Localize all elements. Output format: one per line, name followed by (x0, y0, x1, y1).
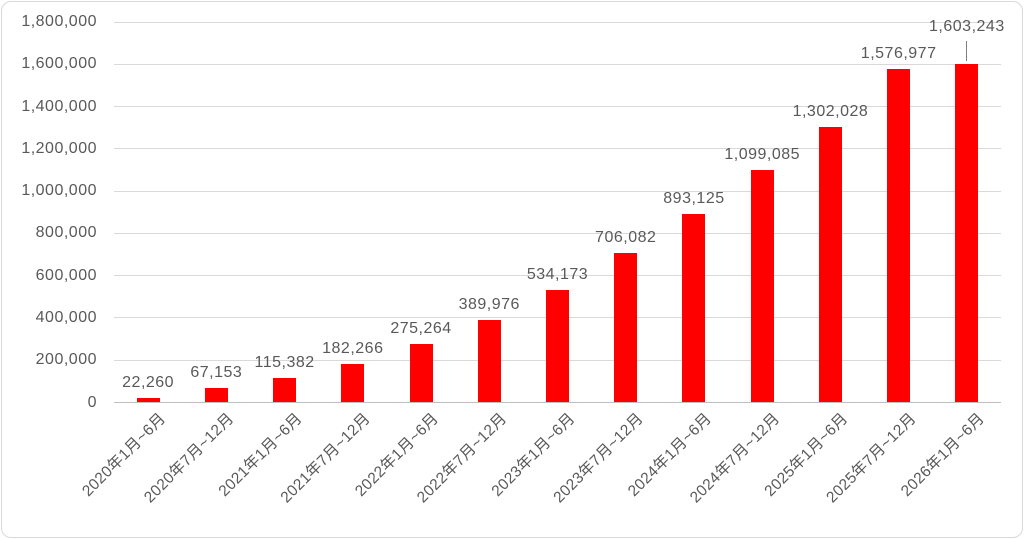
bar-value-label: 1,576,977 (860, 45, 937, 63)
bar-value-label: 67,153 (190, 364, 243, 382)
y-tick-label: 0 (87, 393, 97, 411)
bar (546, 289, 569, 403)
y-tick-label: 1,600,000 (21, 55, 97, 73)
gridline (114, 21, 1001, 23)
x-tick-label: 2020年1月~6月 (79, 410, 170, 501)
bar-value-label: 1,302,028 (792, 103, 869, 121)
bar (204, 388, 228, 403)
bar-value-label: 893,125 (663, 189, 725, 207)
y-tick-label: 200,000 (35, 351, 97, 369)
bar-value-label: 1,603,243 (929, 18, 1005, 35)
bar-value-label: 389,976 (458, 296, 520, 314)
label-leader-line (966, 41, 968, 61)
gridline (114, 63, 1001, 65)
y-tick-label: 600,000 (35, 266, 97, 284)
gridline (114, 106, 1001, 108)
x-axis-line (114, 402, 1001, 403)
bar (409, 344, 433, 403)
bar-value-label: 115,382 (254, 354, 315, 372)
bar (614, 253, 638, 403)
bar (750, 170, 774, 403)
bar (273, 378, 297, 403)
bar (887, 69, 911, 403)
y-tick-label: 1,400,000 (21, 97, 97, 115)
gridline (114, 190, 1001, 192)
gridline (114, 232, 1001, 234)
bar-value-label: 182,266 (322, 339, 384, 357)
bar-value-label: 534,173 (526, 265, 589, 283)
y-tick-label: 1,200,000 (21, 139, 97, 157)
bar (341, 363, 365, 403)
bar (955, 63, 979, 403)
gridline (114, 148, 1001, 150)
bar-value-label: 22,260 (122, 373, 175, 391)
gridline (114, 275, 1001, 277)
bar (136, 397, 160, 403)
y-tick-label: 800,000 (35, 224, 97, 242)
y-tick-label: 1,800,000 (21, 13, 97, 30)
y-tick-label: 400,000 (35, 308, 97, 326)
bar (818, 127, 842, 403)
bar (682, 213, 706, 403)
bar-value-label: 706,082 (595, 229, 657, 247)
bar-value-label: 1,099,085 (724, 146, 801, 164)
bar (477, 320, 501, 403)
bar-value-label: 275,264 (390, 320, 452, 338)
y-tick-label: 1,000,000 (21, 182, 97, 200)
